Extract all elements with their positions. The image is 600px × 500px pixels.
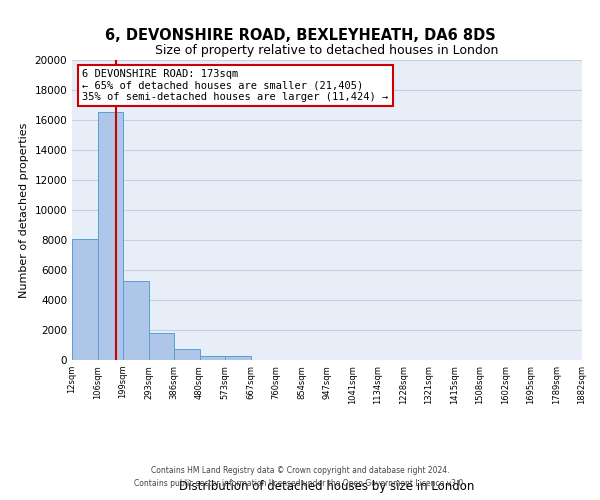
Bar (72, 240, 97, 360)
Bar (174, 349, 199, 360)
Bar (199, 356, 225, 360)
Bar (149, 333, 174, 360)
Bar (225, 356, 251, 360)
Bar (97, 112, 123, 360)
Title: Size of property relative to detached houses in London: Size of property relative to detached ho… (155, 44, 499, 58)
Y-axis label: Number of detached properties: Number of detached properties (19, 122, 29, 298)
X-axis label: Distribution of detached houses by size in London: Distribution of detached houses by size … (179, 480, 475, 494)
Text: 6 DEVONSHIRE ROAD: 173sqm
← 65% of detached houses are smaller (21,405)
35% of s: 6 DEVONSHIRE ROAD: 173sqm ← 65% of detac… (82, 69, 388, 102)
Bar (123, 280, 149, 360)
Text: 6, DEVONSHIRE ROAD, BEXLEYHEATH, DA6 8DS: 6, DEVONSHIRE ROAD, BEXLEYHEATH, DA6 8DS (104, 28, 496, 42)
Text: Contains HM Land Registry data © Crown copyright and database right 2024.
Contai: Contains HM Land Registry data © Crown c… (134, 466, 466, 487)
